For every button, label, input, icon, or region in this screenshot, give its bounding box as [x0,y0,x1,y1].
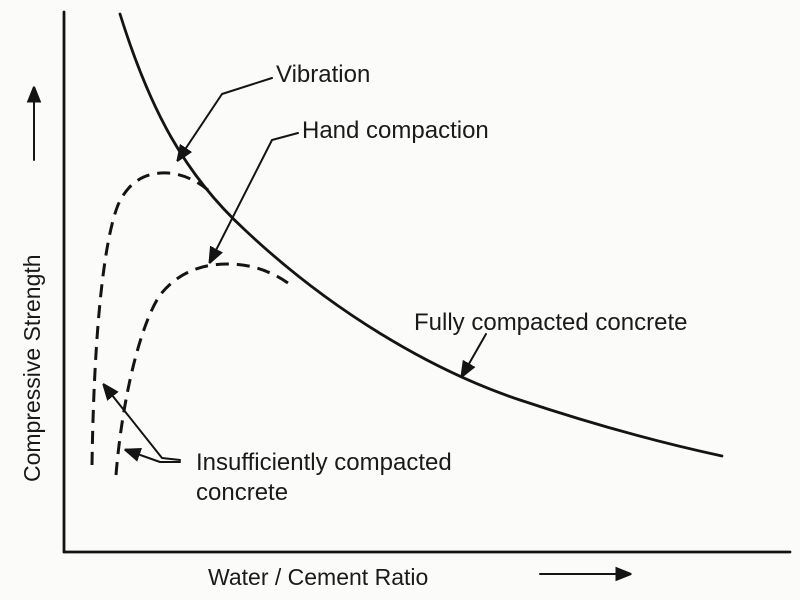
fully-compacted-curve [118,12,724,458]
hand-compaction-curve [114,262,289,476]
y-axis-label: Compressive Strength [19,254,45,482]
label-insufficient-line2: concrete [196,479,288,506]
vibration-leader [178,77,273,160]
label-vibration: Vibration [276,61,370,88]
x-axis-label: Water / Cement Ratio [208,564,428,590]
label-insufficient-line1: Insufficiently compacted [196,449,452,476]
fully-compacted-leader [462,333,487,376]
hand-compaction-leader [210,132,299,262]
insufficient-leader-upper [104,385,181,461]
insufficient-leader-lower [126,450,181,463]
label-hand-compaction: Hand compaction [302,117,489,144]
label-fully-compacted: Fully compacted concrete [414,309,687,336]
vibration-curve [90,171,209,466]
